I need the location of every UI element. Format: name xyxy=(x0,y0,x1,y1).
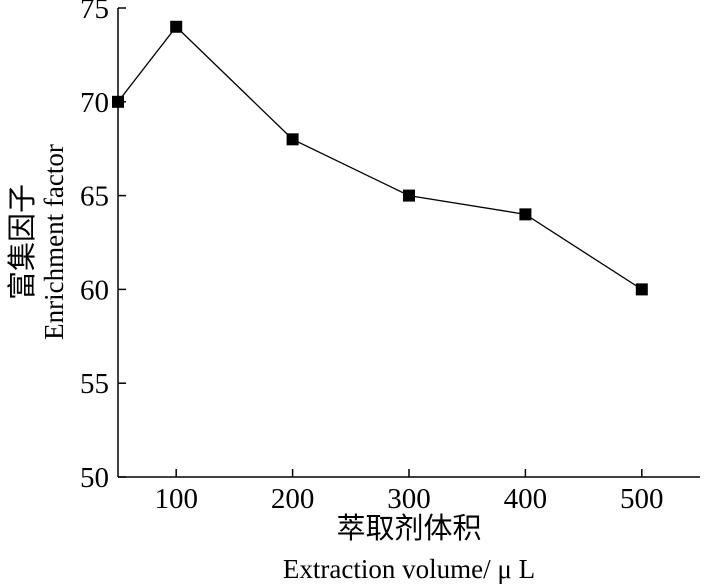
y-tick-label: 75 xyxy=(80,0,109,25)
y-tick-label: 70 xyxy=(80,87,109,119)
y-ticks: 50 55 60 65 70 75 xyxy=(80,0,126,494)
data-point-marker xyxy=(403,189,415,202)
series xyxy=(112,20,648,296)
y-axis-title: Enrichment factor xyxy=(39,144,69,340)
x-axis-title: Extraction volume/ μ L xyxy=(283,554,535,584)
data-point-marker xyxy=(635,283,648,296)
x-tick-label: 500 xyxy=(620,483,664,515)
axes xyxy=(117,8,700,478)
data-point-marker xyxy=(519,208,532,221)
y-tick-label: 65 xyxy=(80,181,109,213)
x-tick-label: 300 xyxy=(387,483,431,515)
x-ticks: 100 200 300 400 500 xyxy=(154,469,664,515)
y-tick-label: 55 xyxy=(80,368,109,400)
y-axis-title-cn: 富集因子 xyxy=(5,184,39,300)
y-tick-label: 60 xyxy=(80,274,109,306)
series-line xyxy=(117,25,643,290)
data-point-marker xyxy=(112,95,124,108)
data-point-marker xyxy=(170,20,183,33)
data-point-marker xyxy=(286,133,299,146)
x-tick-label: 400 xyxy=(504,483,548,515)
x-tick-label: 100 xyxy=(154,483,198,515)
y-tick-label: 50 xyxy=(80,462,109,494)
x-tick-label: 200 xyxy=(271,483,315,515)
x-axis-title-cn: 萃取剂体积 xyxy=(336,511,481,545)
